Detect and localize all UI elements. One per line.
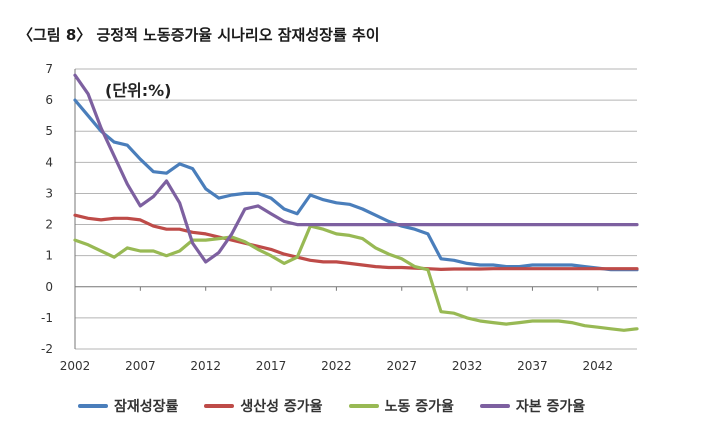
legend-item-productivity: 생산성 증가율 — [204, 396, 323, 416]
x-tick-label: 2037 — [517, 359, 548, 373]
legend: 잠재성장률 생산성 증가율 노동 증가율 자본 증가율 — [78, 396, 585, 416]
x-tick-label: 2042 — [583, 359, 614, 373]
series-line-2 — [73, 224, 639, 332]
legend-label: 잠재성장률 — [114, 399, 179, 415]
y-tick-label: 2 — [45, 218, 53, 232]
x-tick-label: 2017 — [256, 359, 287, 373]
x-tick-label: 2007 — [125, 359, 156, 373]
x-tick-label: 2032 — [452, 359, 483, 373]
y-tick-label: -2 — [41, 342, 53, 356]
y-tick-label: 6 — [45, 93, 53, 107]
series-lines — [73, 73, 639, 332]
legend-label: 생산성 증가율 — [240, 399, 323, 415]
legend-item-capital: 자본 증가율 — [479, 396, 586, 416]
chart-title: 〈그림 8〉 긍정적 노동증가율 시나리오 잠재성장률 추이 — [18, 26, 380, 44]
y-tick-label: 0 — [45, 280, 53, 294]
y-tick-label: 5 — [45, 124, 53, 138]
x-tick-label: 2027 — [386, 359, 417, 373]
y-tick-label: -1 — [41, 311, 53, 325]
y-tick-label: 3 — [45, 186, 53, 200]
x-tick-label: 2022 — [321, 359, 352, 373]
y-tick-label: 1 — [45, 249, 53, 263]
axes: -2 -1 0 1 2 3 4 5 6 7 2002 2007 2012 2017 2022 2027 2032… — [41, 62, 637, 373]
y-tick-label: 4 — [45, 155, 53, 169]
legend-swatch — [479, 404, 510, 408]
legend-label: 자본 증가율 — [515, 399, 586, 415]
x-tick-label: 2012 — [190, 359, 221, 373]
grid-lines — [75, 68, 637, 350]
legend-item-labor: 노동 증가율 — [348, 396, 454, 416]
legend-swatch — [78, 404, 108, 408]
x-tick-label: 2002 — [60, 359, 91, 373]
legend-swatch — [204, 404, 235, 408]
unit-label: (단위:%) — [105, 81, 172, 100]
legend-swatch — [348, 404, 379, 408]
y-tick-label: 7 — [45, 62, 53, 76]
series-line-3 — [73, 73, 639, 264]
series-line-1 — [73, 213, 639, 271]
series-line-0 — [73, 98, 639, 272]
legend-item-potential-growth: 잠재성장률 — [78, 396, 178, 416]
legend-label: 노동 증가율 — [384, 399, 454, 415]
